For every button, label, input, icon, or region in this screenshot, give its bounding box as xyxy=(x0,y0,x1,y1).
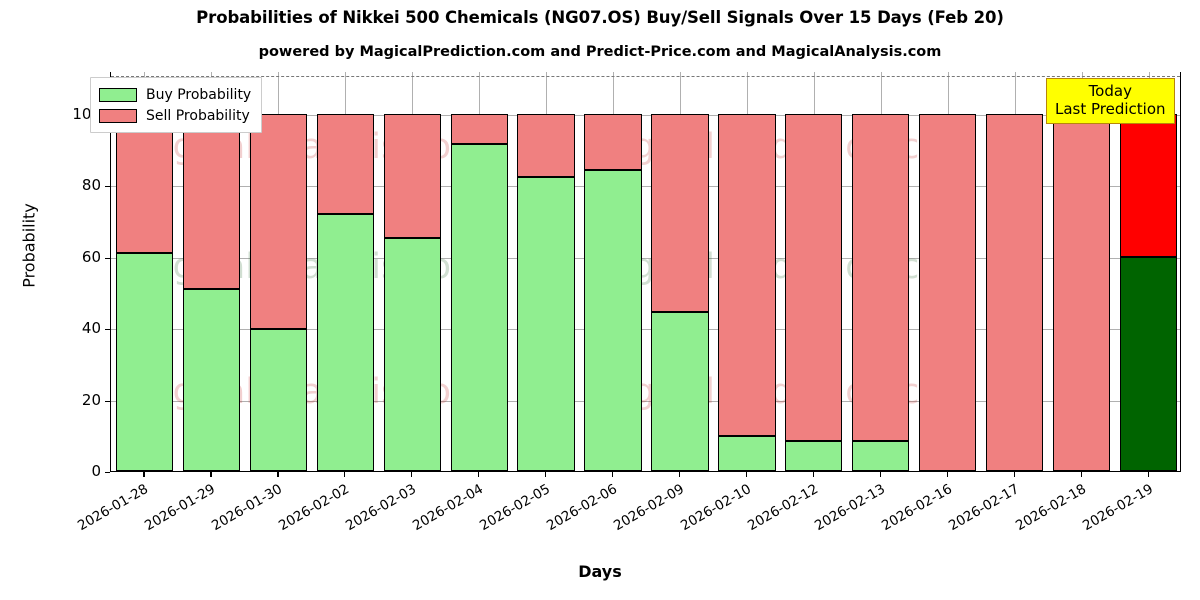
plot-area: MagicalAnalysis.comMagicalPrediction.com… xyxy=(110,72,1181,472)
bar-segment-sell[interactable] xyxy=(450,113,508,144)
y-tick-label-20: 20 xyxy=(81,390,101,409)
today-annotation: Today Last Prediction xyxy=(1046,78,1175,124)
bar-group-2026-02-03[interactable] xyxy=(383,72,441,471)
gridline-y-80 xyxy=(111,186,1180,188)
x-tick-mark xyxy=(1147,472,1149,477)
bar-segment-buy[interactable] xyxy=(584,169,642,471)
bar-group-2026-02-19[interactable] xyxy=(1119,72,1178,471)
bar-segment-sell[interactable] xyxy=(1052,113,1111,471)
chart-subtitle: powered by MagicalPrediction.com and Pre… xyxy=(258,44,942,60)
y-tick-label-40: 40 xyxy=(81,319,101,338)
bar-group-2026-02-02[interactable] xyxy=(316,72,374,471)
bar-segment-buy[interactable] xyxy=(249,329,307,471)
y-tick-mark xyxy=(105,329,110,331)
y-tick-label-0: 0 xyxy=(91,462,101,480)
y-tick-label-60: 60 xyxy=(81,247,101,266)
bar-segment-sell[interactable] xyxy=(785,113,843,442)
bar-segment-buy[interactable] xyxy=(785,441,843,471)
bar-segment-sell[interactable] xyxy=(316,113,374,214)
x-tick-mark xyxy=(277,472,279,477)
x-tick-mark xyxy=(678,472,681,477)
today-annotation-line1: Today xyxy=(1088,82,1132,100)
bar-group-2026-02-04[interactable] xyxy=(450,72,508,471)
page-title: Probabilities of Nikkei 500 Chemicals (N… xyxy=(196,8,1004,27)
x-tick-mark xyxy=(411,472,413,477)
bar-segment-sell[interactable] xyxy=(852,113,910,442)
gridline-y-20 xyxy=(111,400,1180,402)
bar-segment-sell[interactable] xyxy=(249,113,307,330)
x-tick-mark xyxy=(612,472,614,477)
legend-item-sell: Sell Probability xyxy=(99,105,251,126)
y-tick-label-100: 100 xyxy=(72,104,101,123)
gridline-y-100 xyxy=(111,114,1180,116)
bar-segment-sell[interactable] xyxy=(383,113,441,238)
bar-segment-buy[interactable] xyxy=(517,177,575,471)
x-tick-mark xyxy=(545,472,547,477)
bar-segment-buy[interactable] xyxy=(852,441,910,471)
bar-segment-sell[interactable] xyxy=(182,113,240,289)
bar-group-2026-02-16[interactable] xyxy=(919,72,977,471)
bar-group-2026-02-13[interactable] xyxy=(852,72,910,471)
bar-group-2026-02-06[interactable] xyxy=(584,72,642,471)
bar-segment-buy[interactable] xyxy=(450,143,508,471)
bar-segment-buy[interactable] xyxy=(1119,256,1178,471)
bar-segment-sell[interactable] xyxy=(517,113,575,178)
bar-segment-buy[interactable] xyxy=(651,312,709,471)
y-tick-mark xyxy=(105,257,110,259)
bar-segment-buy[interactable] xyxy=(115,253,174,471)
x-tick-mark xyxy=(879,472,881,477)
bar-group-2026-02-05[interactable] xyxy=(517,72,575,471)
x-axis-label: Days xyxy=(578,562,622,581)
gridline-y-60 xyxy=(111,257,1180,259)
bar-group-2026-02-09[interactable] xyxy=(651,72,709,471)
bar-group-2026-02-17[interactable] xyxy=(986,72,1044,471)
bar-segment-sell[interactable] xyxy=(718,113,776,437)
x-tick-mark xyxy=(344,472,346,477)
y-tick-mark xyxy=(105,400,110,402)
today-annotation-line2: Last Prediction xyxy=(1055,100,1166,119)
gridline-y-40 xyxy=(111,329,1180,331)
legend-label-buy: Buy Probability xyxy=(146,86,252,103)
x-tick-mark xyxy=(812,472,815,477)
bar-segment-sell[interactable] xyxy=(115,113,174,254)
bar-group-2026-02-12[interactable] xyxy=(785,72,843,471)
x-tick-mark xyxy=(745,472,748,477)
bar-segment-buy[interactable] xyxy=(383,237,441,471)
bar-group-2026-02-18[interactable] xyxy=(1052,72,1111,471)
bar-segment-sell[interactable] xyxy=(584,113,642,170)
y-tick-mark xyxy=(105,186,110,188)
bar-group-2026-01-29[interactable] xyxy=(182,72,240,471)
chart-legend: Buy Probability Sell Probability xyxy=(90,77,263,133)
threshold-dashed-line xyxy=(111,75,1180,77)
bar-group-2026-02-10[interactable] xyxy=(718,72,776,471)
x-tick-mark xyxy=(1080,472,1082,477)
y-tick-mark xyxy=(105,472,110,474)
bar-segment-buy[interactable] xyxy=(316,213,374,471)
bar-segment-sell[interactable] xyxy=(651,113,709,313)
legend-label-sell: Sell Probability xyxy=(146,107,250,124)
bar-segment-buy[interactable] xyxy=(182,288,240,471)
bar-group-2026-01-28[interactable] xyxy=(115,72,174,471)
x-tick-mark xyxy=(478,472,480,477)
x-tick-mark xyxy=(143,472,145,477)
bar-segment-buy[interactable] xyxy=(718,436,776,471)
y-tick-label-80: 80 xyxy=(81,176,101,195)
bar-group-2026-01-30[interactable] xyxy=(249,72,307,471)
bar-segment-sell[interactable] xyxy=(1119,113,1178,257)
x-tick-mark xyxy=(210,472,212,477)
bar-segment-sell[interactable] xyxy=(986,113,1044,471)
bar-segment-sell[interactable] xyxy=(919,113,977,471)
legend-swatch-sell xyxy=(99,108,137,123)
x-tick-mark xyxy=(1013,472,1015,477)
legend-item-buy: Buy Probability xyxy=(99,84,251,105)
x-tick-mark xyxy=(946,472,948,477)
legend-swatch-buy xyxy=(99,87,137,102)
